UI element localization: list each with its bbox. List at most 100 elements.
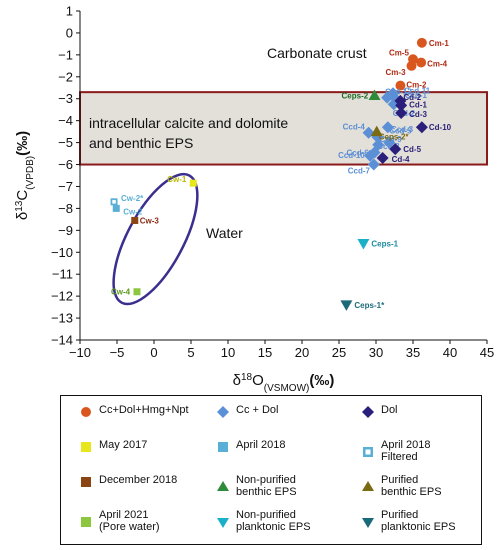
y-tick-label: 1 xyxy=(66,4,73,19)
point-label: Cd-10 xyxy=(429,123,452,132)
point-label: Cm-3 xyxy=(386,68,407,77)
y-tick-label: −5 xyxy=(58,135,73,150)
y-tick-label: −7 xyxy=(58,179,73,194)
legend-label: April 2021 (Pore water) xyxy=(99,509,160,533)
legend-label: Cc + Dol xyxy=(236,404,279,416)
point-marker xyxy=(131,216,139,224)
legend-label: April 2018 Filtered xyxy=(381,439,431,463)
legend-label-line: April 2018 xyxy=(236,439,286,451)
legend-symbol xyxy=(81,442,91,452)
point-label: Ccd-7 xyxy=(348,167,371,176)
point-label: Cm-4 xyxy=(427,60,448,69)
point-label: Cm-2 xyxy=(406,81,427,90)
x-tick-label: 15 xyxy=(258,345,272,360)
y-tick-label: −6 xyxy=(58,157,73,172)
x-tick-label: 40 xyxy=(443,345,457,360)
x-tick-label: 20 xyxy=(295,345,309,360)
x-tick-label: 25 xyxy=(332,345,346,360)
legend-label-line: April 2021 xyxy=(99,509,149,521)
point-marker xyxy=(368,89,381,100)
y-tick-label: −4 xyxy=(58,113,73,128)
legend-label-line: planktonic EPS xyxy=(381,521,456,533)
point-label: Cm-5 xyxy=(389,48,410,57)
legend-symbol xyxy=(217,518,229,528)
point-label: Ceps-1 xyxy=(371,239,398,248)
legend-label-line: Cc+Dol+Hmg+Npt xyxy=(99,404,189,416)
point-marker xyxy=(381,121,394,134)
point-label: Ccd-8 xyxy=(377,142,400,151)
point-label: Ccd-4 xyxy=(343,123,366,132)
x-tick-label: 30 xyxy=(369,345,383,360)
legend-label: May 2017 xyxy=(99,439,147,451)
point-marker xyxy=(381,91,394,104)
point-marker xyxy=(133,288,141,296)
y-tick-label: −13 xyxy=(51,311,73,326)
point-label: Cw-4 xyxy=(111,288,131,297)
point-marker xyxy=(394,94,407,107)
legend-label-line: Purified xyxy=(381,509,419,521)
legend-label: December 2018 xyxy=(99,474,177,486)
y-tick-label: −10 xyxy=(51,245,73,260)
point-marker xyxy=(395,106,408,119)
point-marker xyxy=(389,143,402,156)
point-label: Cd-3 xyxy=(409,110,427,119)
x-tick-label: 0 xyxy=(150,345,157,360)
legend-label: April 2018 xyxy=(236,439,286,451)
y-tick-label: −11 xyxy=(52,267,73,282)
point-marker xyxy=(340,300,353,311)
legend-symbol xyxy=(362,518,374,528)
point-label: Ccd-5 xyxy=(389,127,412,136)
legend-symbol xyxy=(363,447,373,457)
point-marker xyxy=(367,158,380,171)
legend-symbol xyxy=(217,406,229,418)
legend-label: Purified benthic EPS xyxy=(381,474,442,498)
point-marker xyxy=(395,80,406,91)
legend-symbol xyxy=(81,407,91,417)
y-tick-label: −9 xyxy=(58,223,73,238)
point-label: Ceps-2 xyxy=(342,91,369,100)
water-ellipse xyxy=(112,172,199,306)
annotation-water: Water xyxy=(206,225,243,241)
point-marker xyxy=(383,136,396,149)
legend-label: Non-purified planktonic EPS xyxy=(236,509,311,533)
legend-label-line: planktonic EPS xyxy=(236,521,311,533)
point-label: Cw-3 xyxy=(140,216,160,225)
point-marker xyxy=(416,57,427,68)
point-label: Ccd-1 xyxy=(405,91,428,100)
point-marker xyxy=(406,60,417,71)
annotation-band-line2: and benthic EPS xyxy=(89,135,193,151)
x-tick-label: −10 xyxy=(69,345,91,360)
scatter-chart: −10 −5 0 5 10 15 20 25 30 35 40 4510−1−2−3−4−5−6−7−… xyxy=(14,4,495,394)
point-marker xyxy=(112,204,120,212)
legend-label-line: Dol xyxy=(381,404,398,416)
legend-label-line: Cc + Dol xyxy=(236,404,279,416)
x-tick-label: −5 xyxy=(110,345,125,360)
legend-label-line: April 2018 xyxy=(381,439,431,451)
y-tick-label: 0 xyxy=(66,25,73,40)
legend: Cc+Dol+Hmg+Npt Cc + Dol Dol May 2017 April 2… xyxy=(60,395,482,545)
point-label: Cd-2 xyxy=(403,93,421,102)
legend-symbol xyxy=(81,517,91,527)
annotation-band-line1: intracellular calcite and dolomite xyxy=(89,115,288,131)
annotation-carbonate-crust: Carbonate crust xyxy=(267,45,367,61)
legend-label-line: Purified xyxy=(381,474,419,486)
y-tick-label: −8 xyxy=(58,201,73,216)
point-marker xyxy=(189,179,197,187)
y-tick-label: −1 xyxy=(58,47,73,62)
legend-label-line: Filtered xyxy=(381,451,418,463)
point-label: Cd-5 xyxy=(403,145,421,154)
point-label: Ccd-10 xyxy=(338,151,365,160)
point-label: Ccd-9 xyxy=(379,135,402,144)
legend-symbol xyxy=(218,442,228,452)
point-label: Ccd-12 xyxy=(385,88,412,97)
point-label: Ccd-3 xyxy=(391,125,414,134)
point-label: Ceps-1* xyxy=(354,301,385,310)
point-label: Cw-1 xyxy=(167,175,187,184)
legend-label-line: May 2017 xyxy=(99,439,148,451)
point-label: Cd-4 xyxy=(392,155,410,164)
x-tick-label: 5 xyxy=(187,345,194,360)
point-marker-inner xyxy=(112,200,116,204)
legend-label-line: December 2018 xyxy=(99,474,178,486)
y-axis-label: δ13C(VPDB)(‰) xyxy=(14,131,36,220)
legend-symbol xyxy=(217,481,229,491)
